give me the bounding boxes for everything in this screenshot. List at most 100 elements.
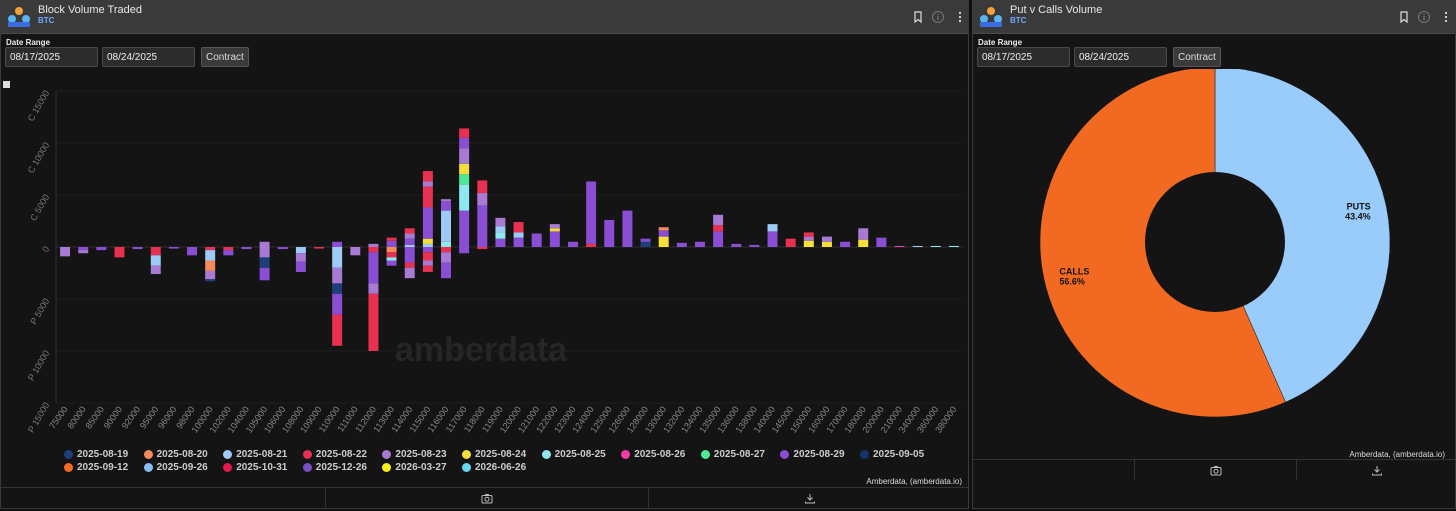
bar-segment-put[interactable] [277, 247, 288, 250]
bar-segment-call[interactable] [640, 241, 651, 247]
bar-segment-put[interactable] [332, 267, 343, 284]
bar-segment-put[interactable] [187, 247, 198, 256]
bar-segment-call[interactable] [803, 240, 814, 247]
bar-segment-put[interactable] [150, 255, 161, 266]
contract-button[interactable]: Contract [1173, 47, 1221, 67]
bar-segment-call[interactable] [441, 241, 451, 247]
bar-segment-put[interactable] [422, 265, 433, 272]
bookmark-icon[interactable] [911, 10, 925, 24]
bar-segment-call[interactable] [549, 231, 560, 247]
bar-segment-call[interactable] [658, 227, 669, 231]
donut-slice-puts[interactable] [1214, 69, 1391, 403]
bar-segment-call[interactable] [840, 241, 851, 247]
bar-segment-put[interactable] [150, 265, 161, 275]
bar-segment-call[interactable] [513, 237, 524, 247]
bar-segment-put[interactable] [459, 247, 470, 254]
bar-segment-put[interactable] [205, 270, 216, 280]
bar-segment-call[interactable] [549, 224, 560, 229]
bar-segment-put[interactable] [332, 247, 343, 268]
bar-segment-call[interactable] [713, 231, 724, 247]
bar-segment-call[interactable] [477, 192, 488, 206]
bar-segment-call[interactable] [495, 232, 506, 239]
legend-item[interactable]: 2025-08-19 [64, 449, 128, 460]
bookmark-icon[interactable] [1397, 10, 1411, 24]
bar-segment-put[interactable] [368, 252, 379, 284]
bar-segment-put[interactable] [368, 293, 379, 351]
more-vertical-icon[interactable] [1439, 10, 1453, 24]
bar-segment-put[interactable] [295, 261, 306, 272]
bar-segment-call[interactable] [912, 245, 923, 247]
bar-segment-call[interactable] [785, 238, 796, 247]
bar-segment-call[interactable] [459, 128, 470, 138]
bar-segment-put[interactable] [422, 260, 433, 266]
bar-segment-put[interactable] [132, 247, 143, 250]
bar-segment-call[interactable] [441, 201, 451, 211]
download-button[interactable] [649, 488, 970, 508]
bar-segment-put[interactable] [223, 250, 234, 256]
bar-segment-call[interactable] [894, 245, 905, 247]
bar-segment-put[interactable] [386, 260, 397, 266]
bar-segment-call[interactable] [876, 237, 887, 247]
bar-segment-put[interactable] [422, 252, 433, 261]
bar-segment-call[interactable] [821, 241, 832, 247]
bar-segment-call[interactable] [803, 236, 814, 241]
bar-segment-call[interactable] [404, 228, 415, 234]
bar-segment-call[interactable] [731, 243, 742, 247]
legend-item[interactable]: 2025-08-21 [223, 449, 287, 460]
bar-segment-put[interactable] [441, 252, 451, 263]
legend-item[interactable]: 2026-03-27 [382, 462, 447, 473]
bar-segment-call[interactable] [404, 238, 415, 245]
bar-segment-call[interactable] [404, 233, 415, 239]
bar-segment-put[interactable] [259, 247, 270, 258]
bar-segment-call[interactable] [459, 137, 470, 149]
bar-segment-put[interactable] [386, 257, 397, 261]
bar-segment-call[interactable] [549, 228, 560, 232]
bar-segment-call[interactable] [858, 239, 869, 247]
bar-segment-put[interactable] [150, 247, 161, 256]
chart-toggle-icon[interactable] [3, 81, 10, 88]
bar-segment-call[interactable] [422, 171, 433, 182]
legend-item[interactable]: 2025-08-24 [462, 449, 526, 460]
end-date-input[interactable]: 08/24/2025 [102, 47, 195, 67]
bar-segment-put[interactable] [205, 250, 216, 261]
bar-segment-put[interactable] [404, 262, 415, 268]
bar-segment-put[interactable] [60, 247, 71, 257]
bar-segment-call[interactable] [386, 240, 397, 247]
bar-segment-put[interactable] [441, 262, 451, 279]
bar-segment-put[interactable] [205, 247, 216, 251]
bar-segment-call[interactable] [713, 225, 724, 232]
bar-segment-call[interactable] [332, 241, 343, 247]
bar-segment-call[interactable] [422, 238, 433, 244]
bar-segment-call[interactable] [767, 224, 778, 232]
bar-segment-put[interactable] [350, 247, 361, 256]
bar-segment-call[interactable] [422, 207, 433, 239]
bar-segment-call[interactable] [821, 236, 832, 242]
bar-segment-call[interactable] [477, 205, 488, 247]
info-icon[interactable] [931, 10, 945, 24]
end-date-input[interactable]: 08/24/2025 [1074, 47, 1167, 67]
bar-segment-call[interactable] [404, 244, 415, 247]
bar-segment-call[interactable] [422, 186, 433, 208]
bar-segment-call[interactable] [386, 237, 397, 241]
info-icon[interactable] [1417, 10, 1431, 24]
bar-segment-call[interactable] [676, 242, 687, 247]
bar-segment-put[interactable] [404, 267, 415, 279]
bar-segment-put[interactable] [404, 247, 415, 263]
bar-segment-put[interactable] [223, 247, 234, 251]
bar-segment-call[interactable] [803, 232, 814, 237]
bar-segment-call[interactable] [749, 244, 760, 247]
start-date-input[interactable]: 08/17/2025 [5, 47, 98, 67]
bar-segment-call[interactable] [441, 210, 451, 242]
bar-segment-put[interactable] [259, 257, 270, 268]
legend-item[interactable]: 2025-08-23 [382, 449, 447, 460]
bar-segment-put[interactable] [477, 247, 488, 250]
bar-segment-put[interactable] [205, 260, 216, 271]
bar-segment-put[interactable] [295, 247, 306, 254]
start-date-input[interactable]: 08/17/2025 [977, 47, 1070, 67]
bar-segment-call[interactable] [459, 163, 470, 175]
bar-segment-put[interactable] [114, 247, 125, 258]
bar-segment-put[interactable] [332, 293, 343, 315]
bar-segment-call[interactable] [368, 243, 379, 247]
bar-segment-call[interactable] [604, 219, 615, 247]
bar-segment-call[interactable] [495, 226, 506, 233]
